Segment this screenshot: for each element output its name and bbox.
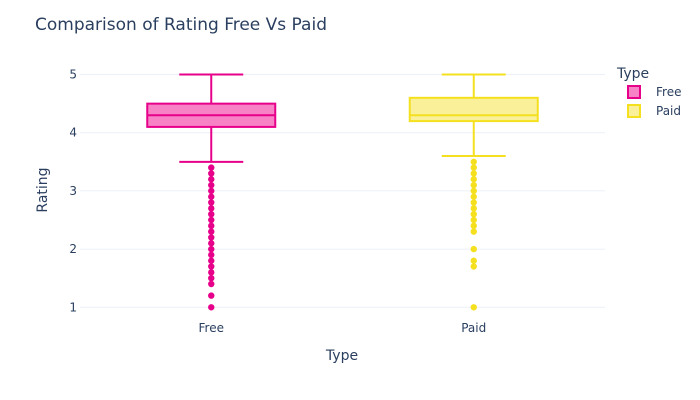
outlier-point [470, 210, 477, 218]
outlier-point [208, 292, 215, 299]
outlier-point [208, 176, 215, 183]
legend-item-paid[interactable]: Paid [627, 104, 681, 118]
x-tick-label-paid: Paid [461, 321, 486, 335]
x-axis-title: Type [325, 348, 358, 364]
outlier-point [208, 170, 215, 177]
legend-label: Paid [656, 104, 681, 118]
outlier-point [470, 205, 477, 212]
outlier-point [470, 164, 477, 171]
outlier-point [470, 228, 477, 235]
legend-item-free[interactable]: Free [627, 85, 681, 99]
y-tick-label: 1 [69, 300, 77, 314]
outlier-point [208, 216, 215, 224]
outlier-point [208, 304, 215, 311]
outlier-point [208, 199, 215, 206]
outlier-point [208, 269, 215, 276]
outlier-point [470, 181, 477, 189]
outlier-point [470, 158, 477, 166]
y-axis-ticks: 1 2 3 4 5 [69, 68, 77, 315]
outlier-point [208, 187, 215, 195]
outlier-point [208, 181, 215, 189]
outlier-point [208, 210, 215, 218]
legend-swatch [627, 104, 641, 118]
outlier-point [470, 263, 477, 270]
outlier-point [470, 257, 477, 264]
y-tick-label: 3 [69, 184, 77, 198]
outlier-point [208, 263, 215, 270]
outlier-point [470, 187, 477, 195]
outlier-point [208, 205, 215, 212]
box-paid [408, 73, 539, 311]
outlier-point [470, 216, 477, 224]
legend: Type Free Paid [616, 66, 681, 118]
legend-title: Type [616, 66, 649, 82]
x-tick-label-free: Free [199, 321, 224, 335]
outlier-point [208, 234, 215, 241]
outlier-point [208, 228, 215, 235]
outlier-point [470, 176, 477, 183]
outlier-point [208, 251, 215, 259]
outlier-point [470, 304, 477, 311]
chart-title: Comparison of Rating Free Vs Paid [35, 15, 327, 35]
outlier-point [470, 245, 477, 253]
iqr-box [408, 96, 539, 123]
legend-swatch [627, 85, 641, 99]
box-free [146, 73, 277, 311]
y-tick-label: 2 [69, 242, 77, 256]
outlier-point [208, 274, 215, 282]
outlier-point [208, 257, 215, 264]
outlier-point [208, 193, 215, 200]
outlier-point [208, 222, 215, 230]
y-axis-title: Rating [35, 167, 51, 212]
outlier-point [470, 193, 477, 200]
outlier-point [470, 170, 477, 177]
grid [80, 74, 605, 308]
outlier-point [208, 164, 215, 171]
outlier-point [470, 222, 477, 230]
outlier-point [208, 280, 215, 288]
outlier-point [470, 199, 477, 206]
legend-label: Free [656, 85, 681, 99]
outlier-point [208, 245, 215, 253]
y-tick-label: 5 [69, 68, 77, 82]
x-axis-ticks: Free Paid [199, 321, 487, 335]
box-traces [146, 73, 539, 311]
outlier-point [208, 240, 215, 247]
y-tick-label: 4 [69, 126, 77, 140]
